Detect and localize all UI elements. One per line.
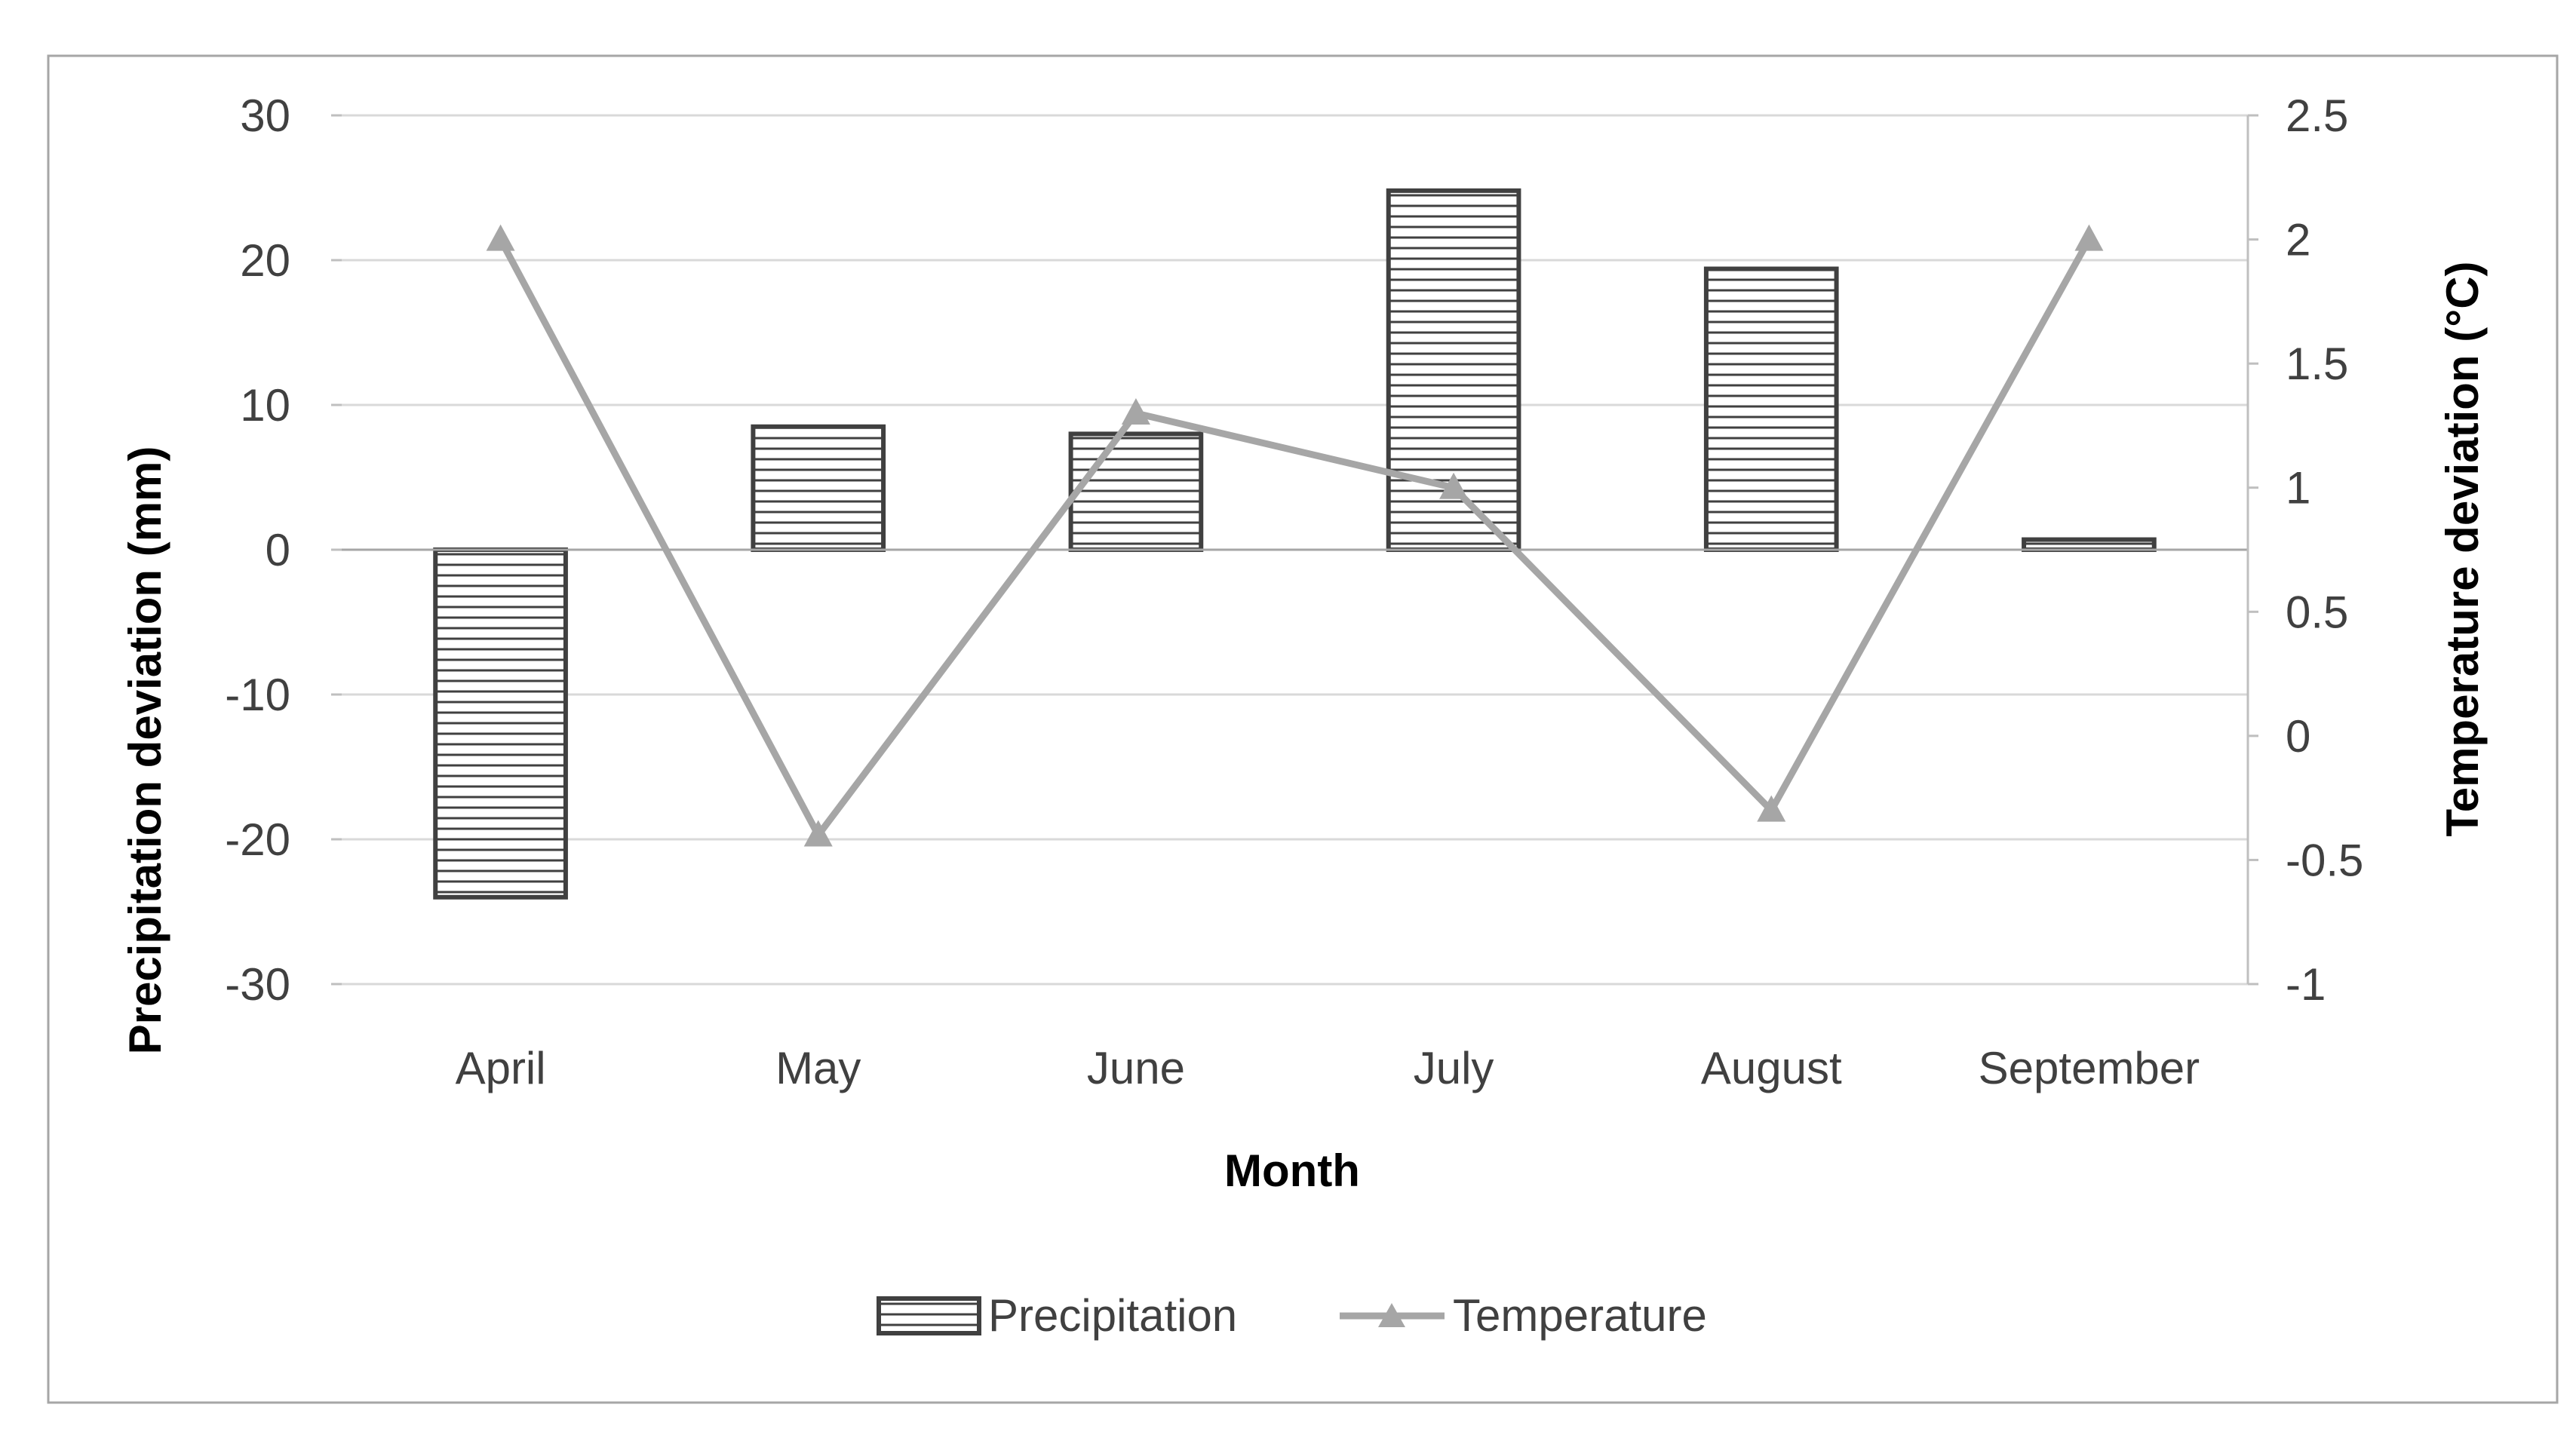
y2-axis-title: Temperature deviation (°C): [2437, 261, 2488, 836]
y-tick-label: -30: [225, 959, 290, 1010]
y2-tick-label: 0.5: [2286, 587, 2348, 637]
legend-precipitation-label: Precipitation: [988, 1290, 1237, 1341]
temperature-marker-april: [486, 224, 515, 251]
y-tick-label: 30: [240, 90, 290, 141]
bar-june: [1068, 431, 1204, 553]
gridlines: [342, 114, 2248, 986]
y-tick-label: -10: [225, 670, 290, 720]
x-tick-label: July: [1414, 1043, 1494, 1093]
temperature-series: [486, 224, 2104, 847]
temperature-marker-september: [2074, 224, 2104, 251]
legend: Precipitation Temperature: [877, 1290, 1707, 1341]
legend-temperature-label: Temperature: [1453, 1290, 1707, 1341]
y-tick-label: 0: [266, 525, 290, 575]
x-tick-label: April: [456, 1043, 546, 1093]
y-tick-label: 10: [240, 380, 290, 431]
x-axis-title: Month: [1224, 1145, 1360, 1196]
legend-temperature-marker: [1378, 1303, 1405, 1327]
y2-tick-label: 1.5: [2286, 339, 2348, 389]
left-axis-ticks: 30 20 10 0 -10 -20 -30: [225, 90, 342, 1010]
y-tick-label: -20: [225, 814, 290, 865]
x-tick-label: September: [1979, 1043, 2200, 1093]
y2-tick-label: -1: [2286, 959, 2326, 1010]
right-axis-ticks: 2.5 2 1.5 1 0.5 0 -0.5 -1: [2248, 90, 2363, 1010]
x-tick-label: June: [1087, 1043, 1185, 1093]
y-axis-title: Precipitation deviation (mm): [120, 446, 170, 1055]
chart-frame: [47, 54, 2559, 1404]
y2-tick-label: 2: [2286, 215, 2310, 265]
bar-august: [1703, 266, 1839, 552]
bar-september: [2022, 537, 2157, 552]
legend-precipitation-swatch: [877, 1296, 981, 1335]
x-tick-label: August: [1701, 1043, 1842, 1093]
y2-tick-label: 0: [2286, 711, 2310, 762]
y2-tick-label: 2.5: [2286, 90, 2348, 141]
x-axis-ticks: April May June July August September: [456, 1043, 2200, 1093]
temperature-marker-may: [803, 820, 833, 847]
x-tick-label: May: [775, 1043, 861, 1093]
y2-tick-label: 1: [2286, 463, 2310, 514]
precipitation-bars: [433, 188, 2157, 900]
bar-april: [433, 547, 568, 900]
temperature-marker-july: [1439, 472, 1469, 499]
bar-may: [751, 424, 886, 552]
temperature-line: [497, 238, 2092, 839]
y2-tick-label: -0.5: [2286, 835, 2363, 885]
temperature-marker-june: [1121, 397, 1150, 425]
y-tick-label: 20: [240, 235, 290, 286]
temperature-marker-august: [1757, 795, 1786, 822]
